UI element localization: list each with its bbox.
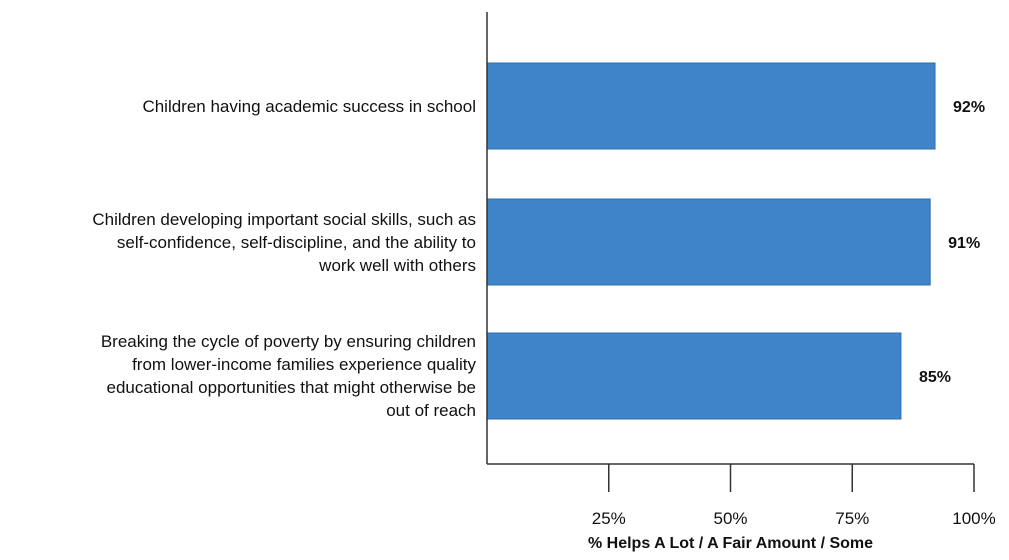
x-axis-ticks: 25% 50% 75% 100% <box>592 464 996 528</box>
category-label-line: Breaking the cycle of poverty by ensurin… <box>100 332 476 351</box>
x-axis-title: % Helps A Lot / A Fair Amount / Some <box>587 535 874 552</box>
value-label-3: 85% <box>919 369 951 386</box>
x-tick-label-100: 100% <box>952 509 995 528</box>
bars-group <box>486 62 936 420</box>
category-label-line: work well with others <box>319 255 476 275</box>
category-label-3: Breaking the cycle of poverty by ensurin… <box>0 330 476 422</box>
category-label-line: Children developing important social ski… <box>92 209 476 229</box>
category-label-line: self-confidence, self-discipline, and th… <box>116 232 476 252</box>
category-label-2: Children developing important social ski… <box>0 208 476 277</box>
category-label-line: educational opportunities that might oth… <box>106 378 476 397</box>
bar-3 <box>486 332 902 420</box>
category-label-1: Children having academic success in scho… <box>0 95 476 118</box>
category-label-line: from lower-income families experience qu… <box>132 355 476 374</box>
x-tick-label-50: 50% <box>713 509 747 528</box>
value-label-2: 91% <box>948 235 980 252</box>
x-tick-label-75: 75% <box>835 509 869 528</box>
category-label-line: Children having academic success in scho… <box>142 96 476 116</box>
bar-2 <box>486 198 931 286</box>
x-tick-label-25: 25% <box>592 509 626 528</box>
value-labels-group: 92% 91% 85% <box>919 99 985 386</box>
value-label-1: 92% <box>953 99 985 116</box>
category-label-line: out of reach <box>386 401 476 420</box>
bar-1 <box>486 62 936 150</box>
